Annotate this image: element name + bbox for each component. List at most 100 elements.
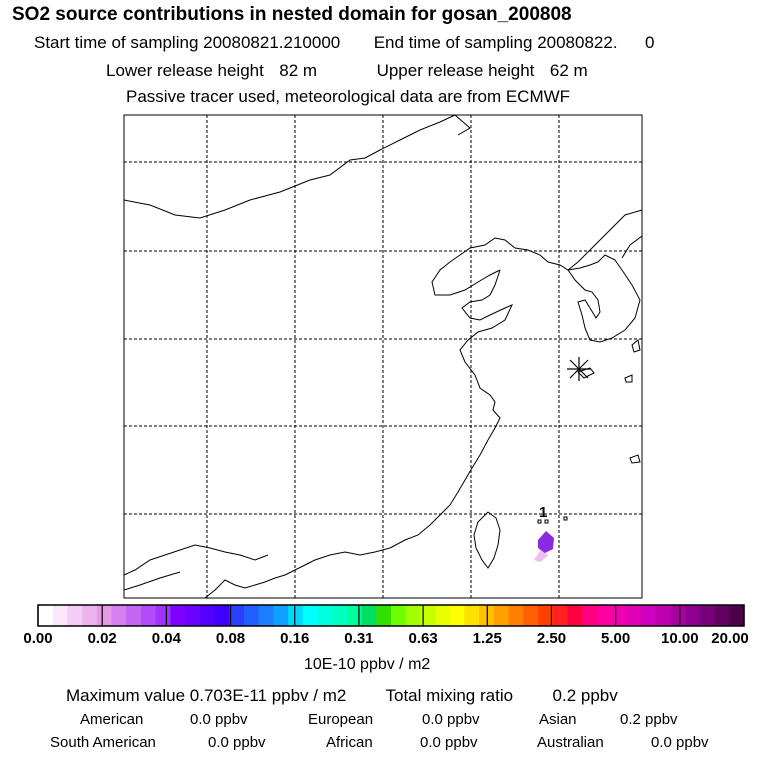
colorbar-tick-label: 10.00	[661, 630, 699, 647]
northern-border	[123, 114, 456, 219]
colorbar-swatch	[243, 605, 260, 626]
map-panel: 1	[123, 114, 643, 599]
colorbar-swatch	[67, 605, 83, 626]
max-value-label: Maximum value	[66, 686, 186, 705]
korea-border-east	[621, 235, 643, 259]
colorbar-swatch	[582, 605, 598, 626]
colorbar-tick-label: 5.00	[601, 630, 631, 647]
region-name: American	[80, 711, 144, 728]
colorbar-tick-label: 0.16	[280, 630, 310, 647]
colorbar-swatch	[155, 605, 171, 626]
lower-height-value: 82 m	[279, 61, 318, 80]
colorbar-swatch	[199, 605, 215, 626]
east-china-coast	[204, 269, 514, 599]
colorbar-swatch	[332, 605, 348, 626]
colorbar-swatch	[552, 605, 568, 626]
start-time-label: Start time of sampling	[34, 33, 199, 52]
colorbar-swatch	[96, 605, 113, 626]
colorbar-swatch	[464, 605, 480, 626]
release-heights: Lower release height 82 m Upper release …	[106, 61, 588, 81]
island-2	[624, 374, 633, 383]
colorbar-tick-label: 0.31	[344, 630, 374, 647]
colorbar-swatch	[185, 605, 201, 626]
total-mixing-value: 0.2 ppbv	[552, 686, 618, 705]
colorbar-swatch	[523, 605, 539, 626]
colorbar-swatch	[685, 605, 701, 626]
colorbar-swatch	[626, 605, 642, 626]
island-4	[537, 519, 542, 524]
lat-lon-grid	[124, 115, 642, 598]
colorbar-swatch	[596, 605, 613, 626]
colorbar-tick-label: 0.02	[87, 630, 117, 647]
island-6	[563, 516, 568, 521]
colorbar-swatch	[611, 605, 627, 626]
colorbar-tick-label: 0.04	[151, 630, 181, 647]
end-time-label: End time of sampling	[373, 33, 533, 52]
region-value: 0.2 ppbv	[620, 711, 678, 728]
colorbar-swatch	[449, 605, 466, 626]
colorbar-swatch	[52, 605, 68, 626]
colorbar-swatch	[508, 605, 524, 626]
colorbar-swatch	[538, 605, 554, 626]
region-value: 0.0 ppbv	[208, 734, 266, 751]
taiwan-island	[473, 511, 501, 569]
asterisk-icon	[567, 357, 591, 381]
upper-height-label: Upper release height	[376, 61, 535, 80]
region-name: African	[326, 734, 373, 751]
colorbar-swatch	[214, 605, 230, 626]
source-plume	[534, 531, 554, 562]
colorbar-swatch	[126, 605, 142, 626]
colorbar-swatch	[302, 605, 318, 626]
colorbar-tick-label: 2.50	[536, 630, 567, 647]
plume-core	[538, 531, 554, 553]
region-name: South American	[50, 734, 156, 751]
end-time-value: 20080822.	[537, 33, 618, 52]
colorbar-swatch	[376, 605, 392, 626]
region-value: 0.0 ppbv	[422, 711, 480, 728]
southern-border	[123, 571, 181, 591]
island-3	[629, 454, 641, 464]
colorbar-swatch	[391, 605, 407, 626]
colorbar-frame	[37, 604, 745, 627]
colorbar-swatch	[655, 605, 671, 626]
colorbar-swatch	[699, 605, 716, 626]
colorbar-swatch	[435, 605, 451, 626]
border-ne	[454, 114, 471, 136]
lower-height-label: Lower release height	[106, 61, 264, 80]
start-time-value: 20080821.210000	[203, 33, 341, 52]
colorbar-swatch	[405, 605, 421, 626]
page-title: SO2 source contributions in nested domai…	[12, 4, 572, 25]
total-mixing-label: Total mixing ratio	[385, 686, 514, 705]
sampling-times: Start time of sampling 20080821.210000 E…	[34, 33, 655, 53]
colorbar-swatch	[170, 605, 186, 626]
colorbar-swatch	[420, 605, 436, 626]
colorbar-swatch	[361, 605, 377, 626]
colorbar-swatch	[38, 605, 54, 626]
island-5	[544, 519, 549, 524]
colorbar-swatch	[258, 605, 274, 626]
colorbar-swatch	[111, 605, 127, 626]
tracer-note: Passive tracer used, meteorological data…	[126, 87, 571, 106]
colorbar-swatch	[670, 605, 686, 626]
region-value: 0.0 ppbv	[420, 734, 478, 751]
region-value: 0.0 ppbv	[190, 711, 248, 728]
colorbar-swatch	[641, 605, 657, 626]
colorbar-tick-label: 0.00	[23, 630, 53, 647]
region-value: 0.0 ppbv	[651, 734, 709, 751]
island-1	[631, 339, 641, 353]
colorbar-tick-label: 0.08	[215, 630, 246, 647]
max-value: 0.703E-11 ppbv / m2	[189, 686, 347, 705]
upper-height-value: 62 m	[549, 61, 588, 80]
colorbar-swatch	[493, 605, 510, 626]
colorbar-swatch	[82, 605, 98, 626]
region-name: European	[308, 711, 374, 728]
colorbar-tick-label: 0.63	[408, 630, 438, 647]
colorbar-swatch	[567, 605, 583, 626]
region-name: Asian	[539, 711, 577, 728]
summary-line: Maximum value 0.703E-11 ppbv / m2 Total …	[66, 686, 618, 706]
colorbar-swatch	[729, 605, 745, 626]
colorbar-tick-label: 1.25	[472, 630, 502, 647]
colorbar-swatch	[714, 605, 730, 626]
colorbar-units: 10E-10 ppbv / m2	[304, 656, 431, 673]
